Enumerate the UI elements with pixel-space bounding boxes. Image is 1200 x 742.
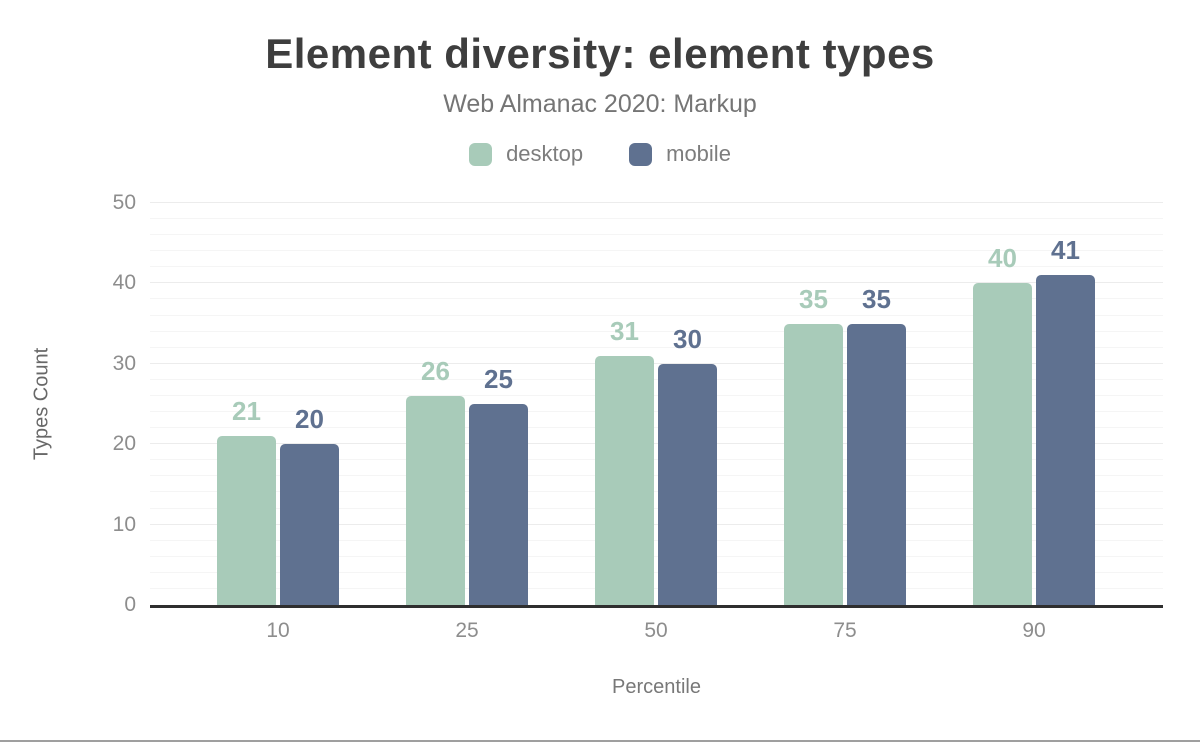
data-label-mobile-p75: 35 <box>862 284 891 314</box>
x-tick-label: 25 <box>455 619 479 642</box>
gridline <box>150 491 1163 493</box>
y-tick-label: 0 <box>124 593 136 616</box>
chart-title: Element diversity: element types <box>265 30 935 77</box>
data-label-desktop-p50: 31 <box>610 316 639 346</box>
data-label-mobile-p10: 20 <box>295 404 324 434</box>
data-label-desktop-p90: 40 <box>988 243 1017 273</box>
y-tick-label: 30 <box>112 351 136 375</box>
gridline <box>150 250 1163 252</box>
legend-label-desktop: desktop <box>506 141 584 166</box>
bar-desktop-p75[interactable] <box>784 324 843 605</box>
x-tick-label: 90 <box>1022 619 1046 642</box>
gridline <box>150 411 1163 413</box>
gridline <box>150 539 1163 541</box>
desktop-swatch-icon <box>469 142 493 166</box>
gridline <box>150 346 1163 348</box>
gridline <box>150 443 1163 445</box>
bar-mobile-p10[interactable] <box>280 444 339 605</box>
gridline <box>150 298 1163 300</box>
gridline <box>150 218 1163 220</box>
gridline <box>150 587 1163 589</box>
gridline <box>150 507 1163 509</box>
x-axis-title: Percentile <box>612 676 701 698</box>
y-tick-label: 20 <box>112 432 136 456</box>
y-tick-label: 50 <box>112 191 136 214</box>
gridline <box>150 362 1163 364</box>
gridline <box>150 330 1163 332</box>
x-tick-label: 75 <box>833 619 857 642</box>
x-tick-label: 10 <box>266 619 290 642</box>
gridline <box>150 459 1163 461</box>
gridline <box>150 314 1163 316</box>
bar-desktop-p50[interactable] <box>595 356 654 605</box>
data-label-desktop-p10: 21 <box>232 396 261 426</box>
data-label-mobile-p90: 41 <box>1051 235 1080 265</box>
y-tick-label: 10 <box>112 512 136 536</box>
plot-area: 21 20 26 25 31 30 35 35 40 41 <box>150 202 1163 605</box>
gridline <box>150 394 1163 396</box>
y-tick-label: 40 <box>112 271 136 295</box>
mobile-swatch-icon <box>629 142 653 166</box>
bar-desktop-p90[interactable] <box>973 283 1032 605</box>
data-label-desktop-p75: 35 <box>799 284 828 314</box>
gridline <box>150 523 1163 525</box>
bar-mobile-p50[interactable] <box>658 364 717 605</box>
bar-mobile-p25[interactable] <box>469 404 528 605</box>
legend-item-desktop[interactable]: desktop <box>469 141 583 167</box>
gridline <box>150 571 1163 573</box>
chart-subtitle: Web Almanac 2020: Markup <box>443 90 757 118</box>
x-axis-line <box>150 605 1163 608</box>
gridline <box>150 234 1163 236</box>
bar-desktop-p10[interactable] <box>217 436 276 605</box>
legend: desktop mobile <box>0 140 1200 168</box>
data-label-mobile-p25: 25 <box>484 364 513 394</box>
bar-desktop-p25[interactable] <box>406 396 465 605</box>
bar-mobile-p75[interactable] <box>847 324 906 605</box>
window-bottom-edge <box>0 740 1200 742</box>
gridline <box>150 378 1163 380</box>
gridline <box>150 282 1163 284</box>
gridline <box>150 555 1163 557</box>
bar-mobile-p90[interactable] <box>1036 275 1095 605</box>
gridline <box>150 427 1163 429</box>
legend-item-mobile[interactable]: mobile <box>629 141 731 167</box>
gridline <box>150 475 1163 477</box>
data-label-desktop-p25: 26 <box>421 356 450 386</box>
data-label-mobile-p50: 30 <box>673 324 702 354</box>
gridline <box>150 266 1163 268</box>
x-tick-label: 50 <box>644 619 668 642</box>
gridline <box>150 202 1163 203</box>
legend-label-mobile: mobile <box>666 141 731 166</box>
